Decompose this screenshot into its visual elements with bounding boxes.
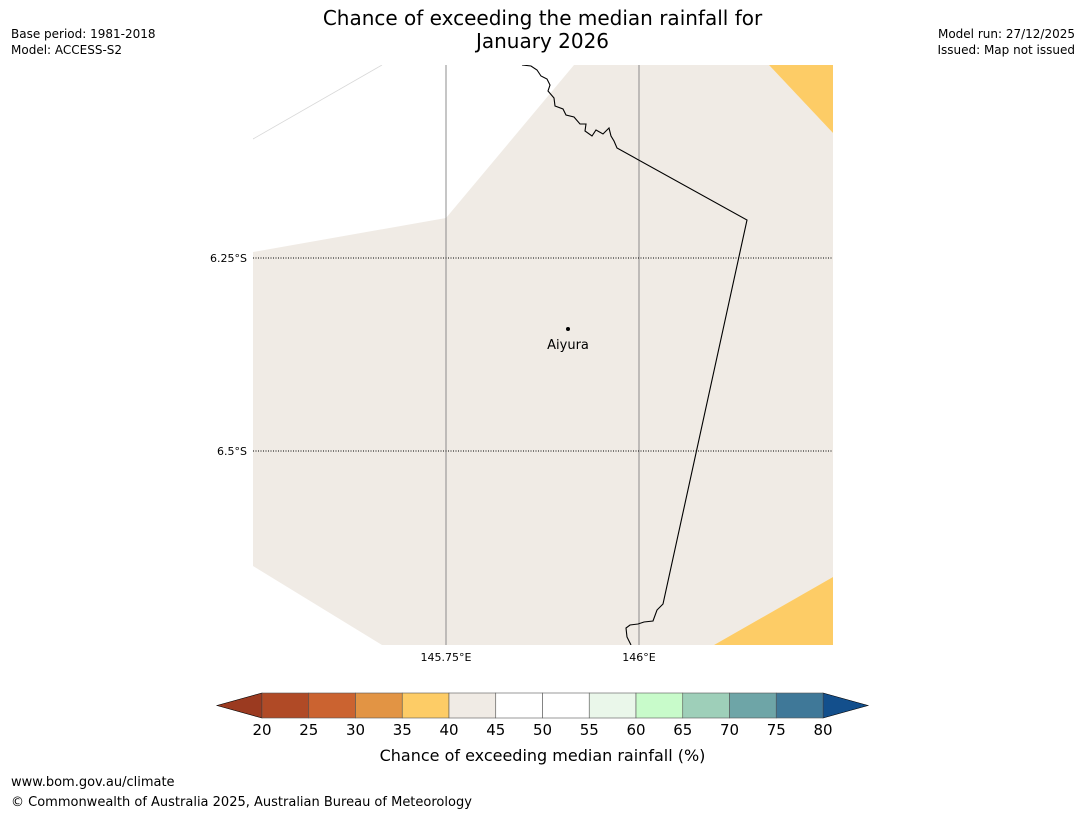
- colorbar-tick-label: 45: [486, 721, 505, 739]
- colorbar-tick-label: 25: [299, 721, 318, 739]
- colorbar-tick-label: 60: [626, 721, 645, 739]
- band-35-40-southeast: [714, 577, 833, 645]
- header-meta-left: Base period: 1981-2018 Model: ACCESS-S2: [11, 26, 156, 58]
- colorbar-segment: [542, 692, 590, 719]
- coastline-border: [521, 65, 748, 645]
- colorbar-segment: [729, 692, 777, 719]
- map-title: Chance of exceeding the median rainfall …: [0, 7, 1085, 53]
- colorbar-segment: [355, 692, 403, 719]
- colorbar-tick-label: 70: [720, 721, 739, 739]
- model-text: Model: ACCESS-S2: [11, 43, 123, 57]
- colorbar-segment: [682, 692, 730, 719]
- colorbar-segment: [448, 692, 497, 719]
- lon-label-146: 146°E: [622, 651, 655, 664]
- lon-label-145-75: 145.75°E: [421, 651, 472, 664]
- title-line-1: Chance of exceeding the median rainfall …: [322, 6, 763, 30]
- colorbar-segment: [261, 692, 310, 719]
- footer-url: www.bom.gov.au/climate: [11, 775, 175, 790]
- colorbar-segment: [775, 692, 824, 719]
- colorbar-segment: [588, 692, 637, 719]
- lat-label-6-5: 6.5°S: [217, 445, 247, 458]
- footer-copyright: © Commonwealth of Australia 2025, Austra…: [11, 795, 472, 810]
- colorbar-over-arrow: [822, 692, 870, 719]
- lat-label-6-25: 6.25°S: [210, 252, 247, 265]
- model-run-text: Model run: 27/12/2025: [937, 27, 1075, 41]
- colorbar-segment: [635, 692, 684, 719]
- colorbar: 20 25 30 35 40 45 50 55 60 65 70 75 80: [215, 692, 870, 739]
- colorbar-tick-label: 30: [346, 721, 365, 739]
- colorbar-tick-label: 20: [252, 721, 271, 739]
- colorbar-tick-label: 80: [813, 721, 832, 739]
- colorbar-tick-label: 35: [393, 721, 412, 739]
- issued-text: Issued: Map not issued: [937, 43, 1075, 57]
- band-35-40-northeast: [769, 65, 833, 133]
- map-area: [253, 65, 833, 645]
- land-region: [253, 65, 833, 645]
- colorbar-tick-label: 55: [580, 721, 599, 739]
- header-meta-right: Model run: 27/12/2025 Issued: Map not is…: [937, 26, 1075, 58]
- colorbar-segment: [308, 692, 356, 719]
- aiyura-marker: [566, 327, 570, 331]
- colorbar-tick-label: 50: [533, 721, 552, 739]
- base-period-text: Base period: 1981-2018: [11, 27, 156, 41]
- title-line-2: January 2026: [475, 29, 610, 53]
- colorbar-under-arrow: [215, 692, 263, 719]
- colorbar-tick-label: 65: [673, 721, 692, 739]
- colorbar-segment: [401, 692, 450, 719]
- colorbar-tick-label: 40: [439, 721, 458, 739]
- mask-edge-line: [253, 65, 383, 140]
- colorbar-title: Chance of exceeding median rainfall (%): [379, 746, 706, 765]
- colorbar-tick-label: 75: [767, 721, 786, 739]
- colorbar-segment: [495, 692, 543, 719]
- aiyura-label: Aiyura: [547, 338, 589, 353]
